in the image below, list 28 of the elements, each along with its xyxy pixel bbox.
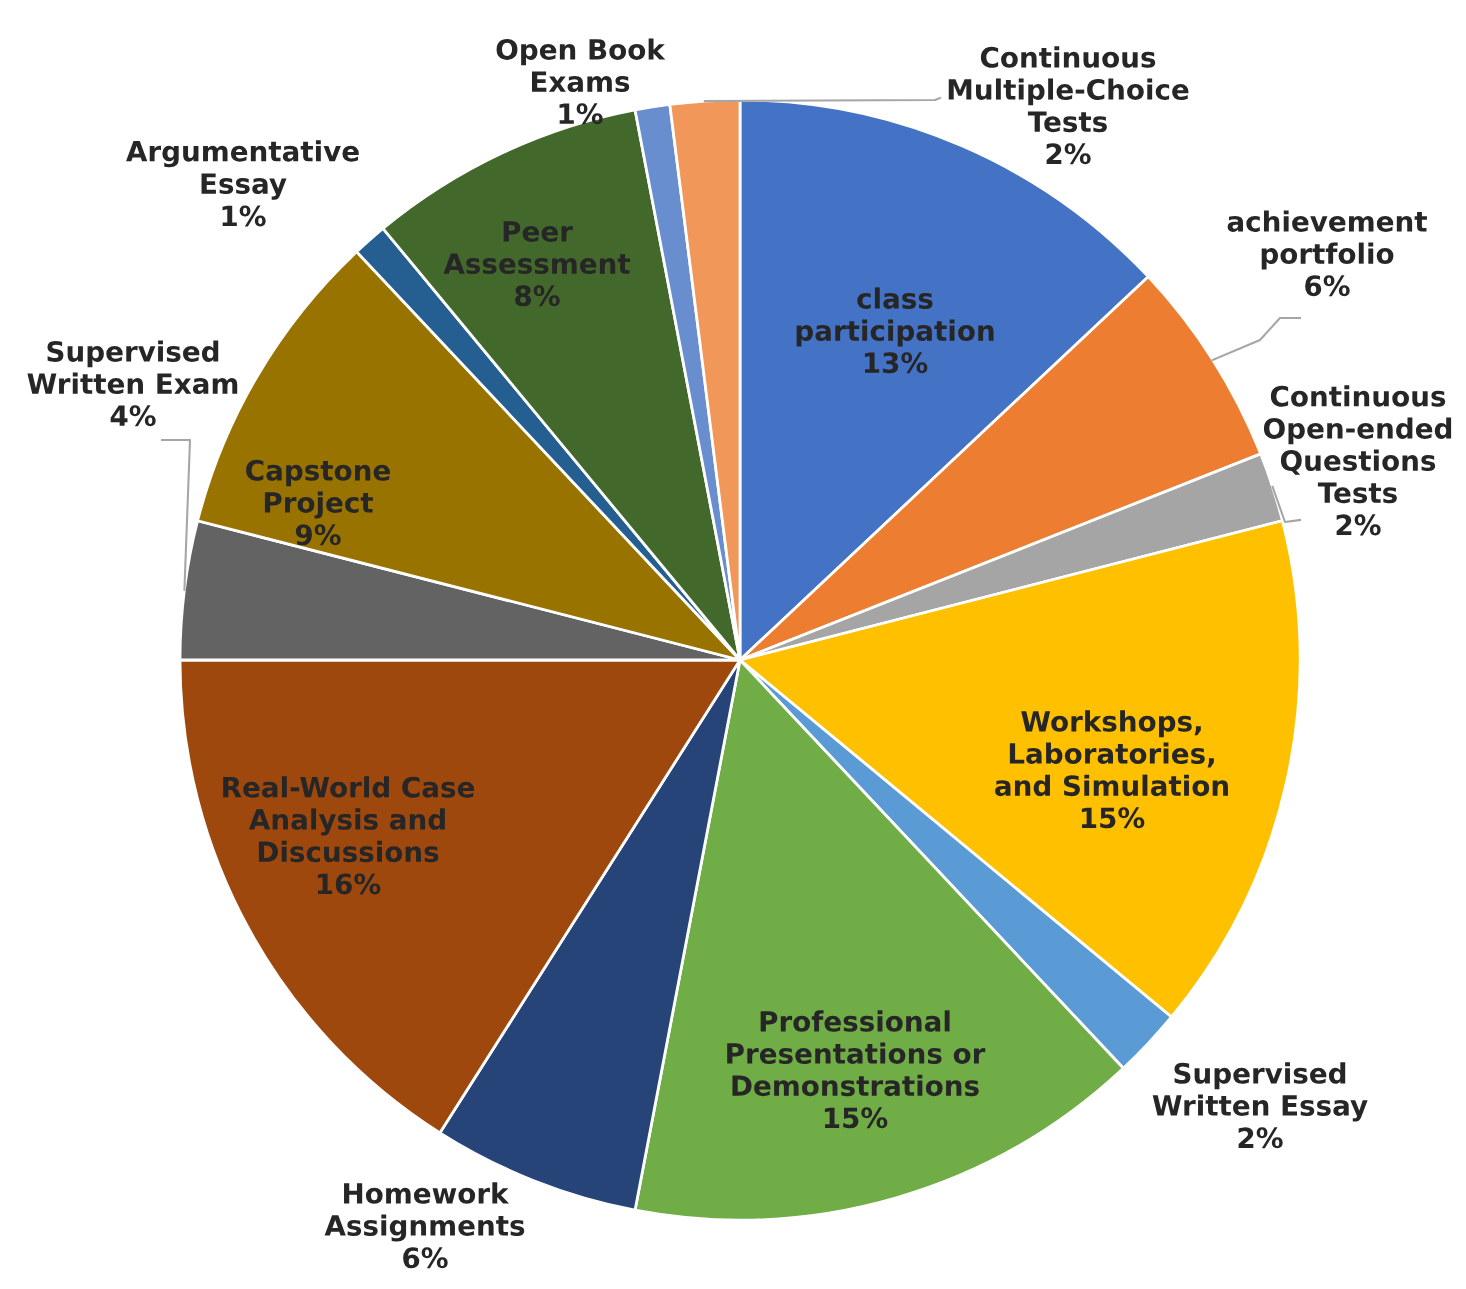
slice-label: Professional Presentations or Demonstrations bbox=[727, 1010, 986, 1097]
data-label: 1% bbox=[222, 205, 266, 227]
slice-label: Continuous Open-ended Questions Tests bbox=[1263, 385, 1452, 504]
slice-label: Continuous Multiple-Choice Tests bbox=[948, 46, 1189, 133]
slice-label: achievement portfolio bbox=[1227, 210, 1427, 270]
data-label: 8% bbox=[515, 285, 560, 307]
slice-label: Open Book Exams bbox=[496, 38, 666, 93]
slice-label: Supervised Written Essay bbox=[1152, 1062, 1368, 1122]
data-label: 6% bbox=[1305, 275, 1350, 297]
data-label: 15% bbox=[824, 1107, 888, 1129]
data-label: 2% bbox=[1336, 514, 1381, 536]
slice-label: Capstone Project bbox=[246, 459, 390, 519]
data-label: 6% bbox=[403, 1247, 448, 1269]
slice-label: Supervised Written Exam bbox=[27, 340, 238, 395]
data-label: 16% bbox=[317, 873, 381, 895]
slice-label: Workshops, Laboratories, and Simulation bbox=[995, 710, 1228, 797]
slice-label: Peer Assessment bbox=[443, 221, 631, 275]
data-label: 13% bbox=[864, 352, 928, 374]
slice-label: class participation bbox=[796, 287, 994, 347]
data-label: 4% bbox=[110, 405, 156, 427]
slice-label: Homework Assignments bbox=[324, 1182, 525, 1242]
slice-label: Argumentative Essay bbox=[126, 140, 359, 200]
slice-label: Real-World Case Analysis and Discussions bbox=[223, 776, 475, 863]
data-label: 15% bbox=[1081, 807, 1145, 829]
data-label: 9% bbox=[295, 524, 341, 546]
data-label: 1% bbox=[559, 103, 603, 125]
data-label: 2% bbox=[1238, 1127, 1283, 1149]
data-label: 2% bbox=[1046, 143, 1091, 165]
